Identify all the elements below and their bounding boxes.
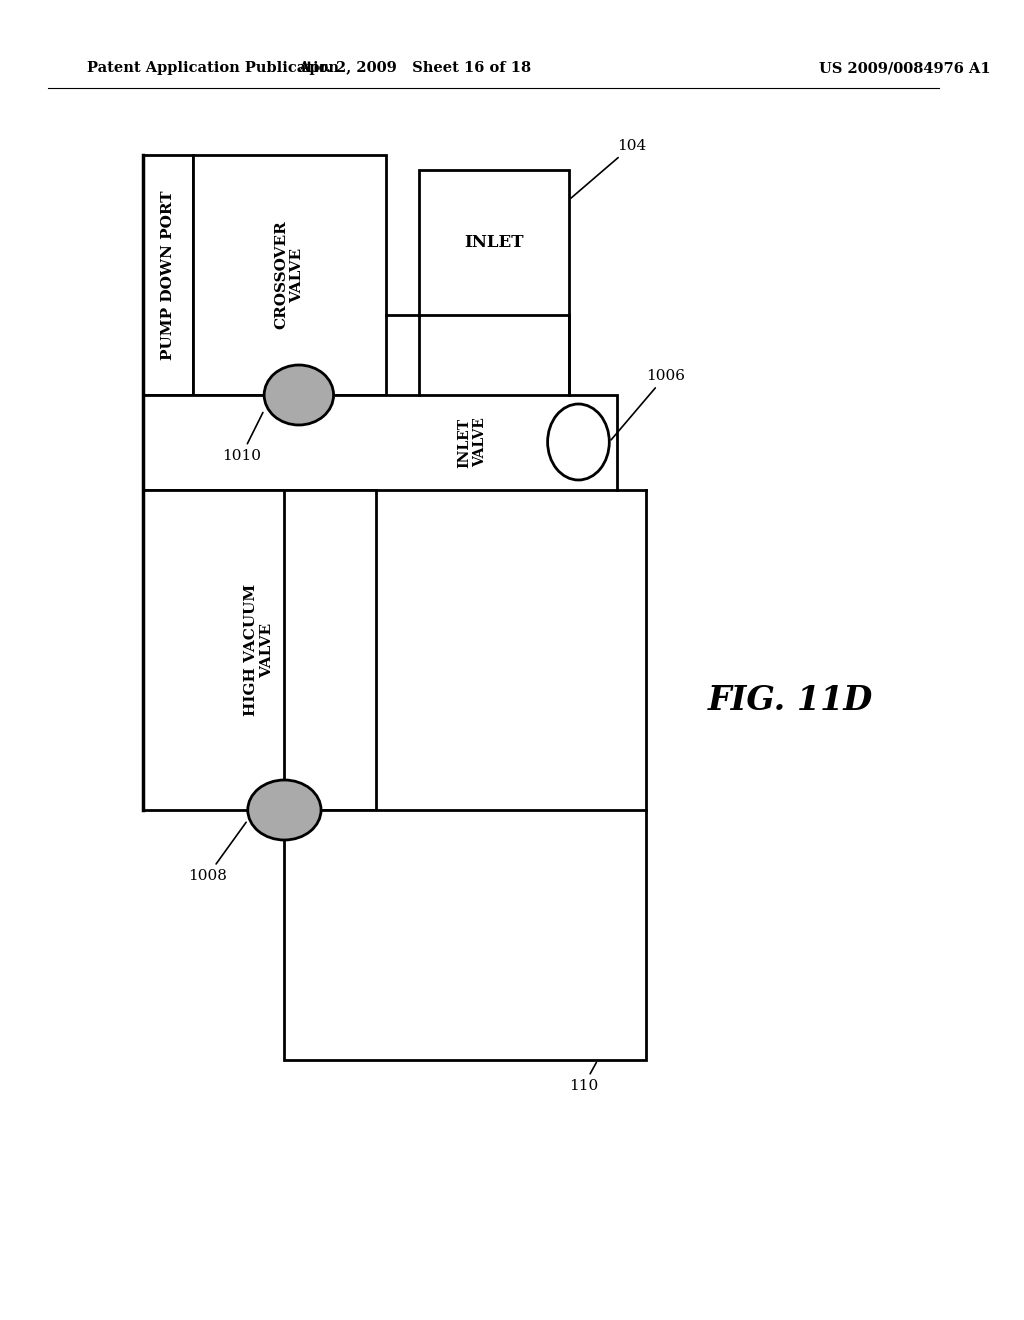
Text: 104: 104 [571, 139, 646, 198]
Text: Apr. 2, 2009   Sheet 16 of 18: Apr. 2, 2009 Sheet 16 of 18 [298, 61, 531, 75]
Text: HIGH VACUUM
VALVE: HIGH VACUUM VALVE [245, 583, 274, 717]
Text: 110: 110 [568, 1063, 598, 1093]
Text: 1010: 1010 [222, 412, 263, 463]
Text: Patent Application Publication: Patent Application Publication [87, 61, 339, 75]
Ellipse shape [264, 366, 334, 425]
Text: INLET
VALVE: INLET VALVE [458, 417, 487, 467]
Text: PUMP DOWN PORT: PUMP DOWN PORT [161, 190, 175, 360]
Text: 1006: 1006 [611, 370, 685, 440]
Bar [142, 490, 376, 810]
Bar [142, 395, 617, 490]
Text: FIG. 11D: FIG. 11D [708, 684, 873, 717]
Text: 1008: 1008 [188, 822, 246, 883]
Text: US 2009/0084976 A1: US 2009/0084976 A1 [819, 61, 991, 75]
Bar [420, 170, 568, 315]
Text: INLET: INLET [464, 234, 524, 251]
Text: CROSSOVER
VALVE: CROSSOVER VALVE [274, 220, 304, 330]
Bar [142, 154, 193, 395]
Ellipse shape [548, 404, 609, 480]
Ellipse shape [248, 780, 322, 840]
Bar [193, 154, 386, 395]
Bar [285, 810, 646, 1060]
